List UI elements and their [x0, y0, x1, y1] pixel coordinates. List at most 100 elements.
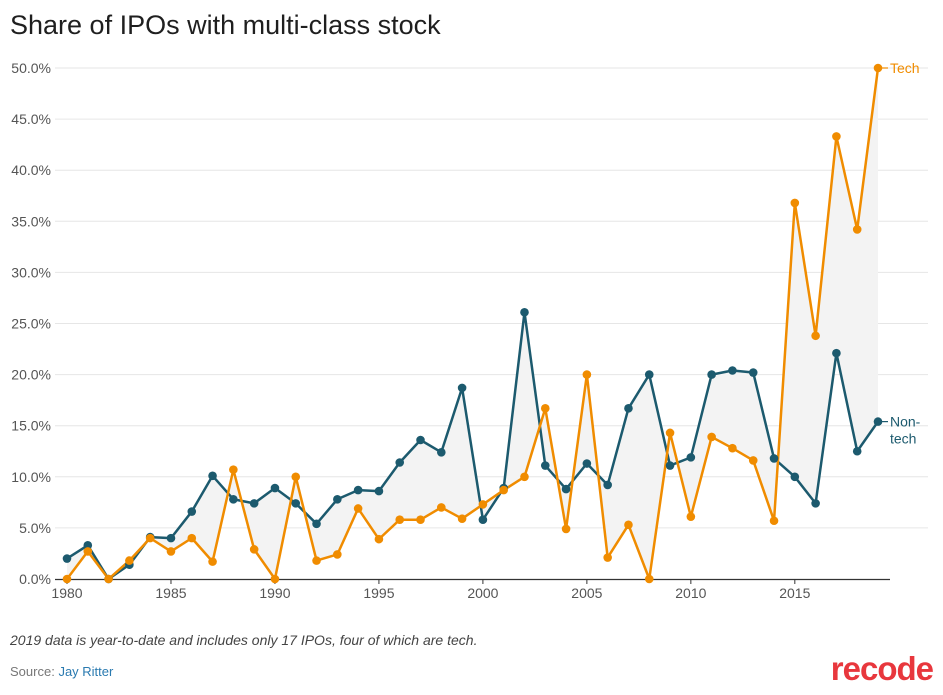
chart-title: Share of IPOs with multi-class stock	[10, 10, 441, 40]
x-tick-label: 1980	[51, 585, 82, 601]
data-point-tech	[540, 404, 550, 413]
data-point-tech	[624, 520, 633, 530]
y-tick-label: 50.0%	[11, 60, 51, 76]
data-point-tech	[852, 225, 862, 234]
y-tick-label: 15.0%	[11, 418, 51, 434]
recode-logo: recode	[830, 650, 934, 687]
y-tick-label: 0.0%	[19, 571, 51, 587]
x-tick-label: 2015	[779, 585, 810, 601]
data-point-non-tech	[624, 404, 633, 413]
data-point-non-tech	[603, 480, 612, 490]
data-point-tech	[374, 534, 384, 544]
data-point-tech	[312, 556, 321, 565]
data-point-tech	[499, 485, 508, 495]
y-tick-label: 40.0%	[11, 162, 51, 178]
data-point-tech	[707, 432, 716, 442]
data-point-non-tech	[374, 486, 384, 496]
data-point-tech	[520, 472, 529, 482]
data-point-non-tech	[811, 499, 820, 508]
y-axis-labels: 0.0% 5.0% 10.0% 15.0% 20.0% 25.0% 30.0% 35.0% 40…	[11, 60, 51, 587]
data-point-non-tech	[62, 554, 72, 563]
series-label: Non-	[890, 414, 921, 430]
data-point-non-tech	[540, 461, 550, 470]
data-point-tech	[811, 331, 820, 341]
data-point-tech	[83, 547, 93, 556]
y-tick-label: 35.0%	[11, 213, 51, 229]
data-point-non-tech	[790, 472, 800, 482]
data-point-tech	[395, 515, 405, 525]
series-labels: Tech Non-tech	[882, 60, 921, 447]
data-point-non-tech	[748, 368, 758, 377]
data-point-non-tech	[457, 383, 467, 393]
gridlines	[55, 67, 928, 529]
data-point-non-tech	[686, 453, 696, 462]
x-tick-label: 1985	[155, 585, 186, 601]
data-point-non-tech	[582, 459, 592, 468]
x-axis-labels: 1980 1985 1990 1995 2000 2005 2010 2015	[51, 585, 810, 601]
data-point-tech	[644, 574, 654, 584]
data-point-tech	[873, 63, 883, 73]
data-point-non-tech	[728, 366, 737, 375]
data-point-tech	[457, 514, 467, 524]
data-point-non-tech	[395, 458, 405, 467]
x-tick-label: 2010	[675, 585, 706, 601]
footnote: 2019 data is year-to-date and includes o…	[10, 632, 478, 648]
source-line: Source: Jay Ritter	[10, 664, 113, 679]
data-point-tech	[249, 545, 259, 554]
data-point-non-tech	[166, 533, 176, 543]
data-point-tech	[353, 504, 363, 513]
series-line-tech	[66, 67, 880, 581]
data-point-non-tech	[333, 494, 342, 504]
x-tick-label: 2000	[467, 585, 498, 601]
data-point-non-tech	[665, 461, 675, 470]
data-point-non-tech	[291, 499, 301, 508]
data-point-non-tech	[312, 519, 321, 529]
y-tick-label: 25.0%	[11, 316, 51, 332]
data-point-non-tech	[187, 507, 197, 516]
gap-fill-area	[67, 68, 878, 579]
data-point-non-tech	[852, 446, 862, 456]
data-point-non-tech	[437, 447, 446, 457]
data-point-tech	[270, 574, 280, 584]
series-points	[62, 63, 883, 584]
data-point-non-tech	[353, 485, 363, 495]
line-chart: 0.0% 5.0% 10.0% 15.0% 20.0% 25.0% 30.0% 35.0% 40…	[11, 60, 928, 601]
x-tick-label: 1990	[259, 585, 290, 601]
data-point-tech	[748, 456, 758, 465]
data-point-non-tech	[873, 417, 883, 426]
data-point-non-tech	[478, 515, 488, 525]
x-tick-label: 1995	[363, 585, 394, 601]
x-axis	[55, 578, 890, 584]
data-point-tech	[166, 547, 176, 556]
data-point-tech	[437, 503, 446, 512]
data-point-non-tech	[707, 370, 716, 379]
data-point-non-tech	[229, 494, 238, 504]
y-tick-label: 45.0%	[11, 111, 51, 127]
data-point-non-tech	[832, 348, 841, 358]
x-tick-label: 2005	[571, 585, 602, 601]
y-tick-label: 5.0%	[19, 520, 51, 536]
data-point-tech	[832, 132, 841, 141]
data-point-tech	[478, 500, 488, 509]
data-point-non-tech	[561, 484, 571, 494]
y-tick-label: 20.0%	[11, 367, 51, 383]
data-point-non-tech	[520, 307, 529, 317]
data-point-non-tech	[416, 435, 425, 445]
data-point-tech	[790, 198, 800, 208]
data-point-tech	[769, 516, 779, 526]
y-tick-label: 30.0%	[11, 264, 51, 280]
source-link[interactable]: Jay Ritter	[58, 664, 114, 679]
data-point-tech	[665, 428, 675, 438]
y-tick-label: 10.0%	[11, 469, 51, 485]
data-point-non-tech	[769, 454, 779, 463]
series-line-non-tech	[66, 311, 880, 581]
series-label: tech	[890, 431, 916, 447]
data-point-tech	[229, 465, 238, 474]
data-point-tech	[145, 533, 155, 543]
data-point-tech	[728, 443, 737, 453]
data-point-tech	[603, 553, 612, 562]
data-point-tech	[333, 550, 342, 559]
data-point-non-tech	[270, 483, 280, 493]
data-point-tech	[208, 557, 217, 566]
data-point-non-tech	[208, 471, 217, 481]
